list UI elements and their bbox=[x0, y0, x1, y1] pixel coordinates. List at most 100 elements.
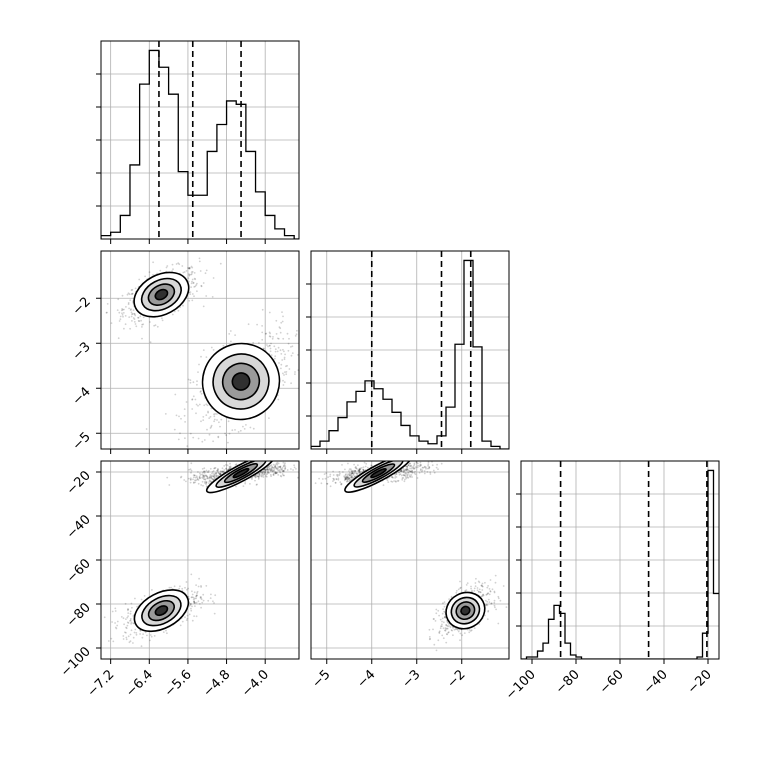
sample-point bbox=[283, 374, 285, 376]
sample-point bbox=[262, 476, 265, 478]
sample-point bbox=[203, 478, 205, 481]
sample-point bbox=[325, 472, 328, 474]
sample-point bbox=[212, 600, 214, 603]
sample-point bbox=[402, 474, 405, 476]
sample-point bbox=[204, 478, 206, 480]
sample-point bbox=[125, 636, 128, 639]
sample-point bbox=[411, 469, 413, 472]
y-tick-label: −5 bbox=[70, 429, 94, 453]
sample-point bbox=[166, 265, 169, 267]
sample-point bbox=[484, 614, 486, 617]
sample-point bbox=[278, 469, 281, 471]
sample-point bbox=[208, 476, 211, 479]
sample-point bbox=[166, 632, 168, 635]
sample-point bbox=[447, 631, 450, 634]
sample-point bbox=[459, 632, 462, 635]
sample-point bbox=[141, 636, 144, 639]
sample-point bbox=[456, 628, 458, 630]
sample-point bbox=[171, 270, 174, 273]
sample-point bbox=[179, 624, 182, 627]
sample-point bbox=[350, 469, 353, 472]
sample-point bbox=[286, 364, 288, 367]
sample-point bbox=[270, 468, 273, 470]
sample-point bbox=[200, 596, 202, 599]
sample-point bbox=[207, 477, 210, 480]
sample-point bbox=[193, 474, 196, 477]
sample-point bbox=[450, 629, 453, 631]
sample-point bbox=[339, 472, 341, 475]
sample-point bbox=[195, 412, 197, 415]
sample-point bbox=[213, 602, 215, 604]
sample-point bbox=[188, 267, 191, 269]
sample-point bbox=[202, 475, 204, 477]
sample-point bbox=[438, 614, 440, 617]
sample-point bbox=[333, 478, 335, 480]
sample-point bbox=[491, 588, 494, 591]
sample-point bbox=[301, 466, 303, 468]
sample-point bbox=[177, 438, 180, 441]
sample-point bbox=[206, 476, 209, 479]
sample-point bbox=[272, 474, 275, 476]
sample-point bbox=[444, 629, 446, 632]
sample-point bbox=[131, 292, 134, 295]
sample-point bbox=[122, 617, 125, 620]
sample-point bbox=[245, 424, 247, 426]
sample-point bbox=[329, 475, 331, 478]
sample-point bbox=[261, 473, 263, 476]
sample-point bbox=[229, 466, 232, 469]
sample-point bbox=[189, 291, 192, 293]
sample-point bbox=[219, 472, 221, 475]
sample-point bbox=[409, 467, 411, 470]
sample-point bbox=[251, 476, 254, 479]
sample-point bbox=[122, 638, 125, 640]
sample-point bbox=[323, 467, 325, 469]
x-tick-label: −2 bbox=[444, 667, 468, 691]
sample-point bbox=[279, 349, 282, 352]
sample-point bbox=[431, 464, 434, 467]
sample-point bbox=[502, 585, 505, 587]
sample-point bbox=[485, 594, 488, 596]
sample-point bbox=[478, 590, 480, 593]
sample-point bbox=[453, 628, 456, 631]
sample-point bbox=[397, 479, 400, 482]
sample-point bbox=[358, 468, 361, 470]
sample-point bbox=[204, 482, 206, 484]
sample-point bbox=[193, 591, 196, 594]
sample-point bbox=[273, 345, 276, 348]
sample-point bbox=[485, 603, 488, 606]
sample-point bbox=[229, 330, 232, 332]
sample-point bbox=[274, 464, 277, 467]
sample-point bbox=[281, 469, 284, 472]
sample-point bbox=[202, 305, 205, 308]
sample-point bbox=[122, 635, 125, 637]
sample-point bbox=[395, 472, 398, 475]
sample-point bbox=[212, 475, 215, 478]
sample-point bbox=[266, 344, 268, 346]
sample-point bbox=[348, 471, 351, 474]
sample-point bbox=[407, 464, 410, 466]
x-tick-label: −100 bbox=[503, 667, 539, 703]
sample-point bbox=[166, 476, 169, 479]
sample-point bbox=[358, 468, 361, 471]
sample-point bbox=[217, 470, 220, 472]
sample-point bbox=[200, 586, 203, 588]
sample-point bbox=[353, 463, 355, 466]
sample-point bbox=[203, 467, 206, 470]
sample-point bbox=[197, 404, 199, 407]
sample-point bbox=[125, 618, 127, 620]
sample-point bbox=[420, 468, 422, 470]
sample-point bbox=[280, 367, 282, 370]
sample-point bbox=[189, 432, 192, 435]
sample-point bbox=[268, 466, 270, 469]
sample-point bbox=[127, 302, 130, 304]
sample-point bbox=[165, 266, 168, 269]
sample-point bbox=[229, 467, 231, 470]
sample-point bbox=[303, 462, 305, 464]
sample-point bbox=[353, 470, 356, 473]
sample-point bbox=[358, 469, 361, 471]
sample-point bbox=[402, 471, 405, 473]
sample-point bbox=[439, 627, 442, 630]
sample-point bbox=[183, 414, 186, 417]
sample-point bbox=[480, 584, 483, 587]
sample-point bbox=[495, 608, 497, 611]
